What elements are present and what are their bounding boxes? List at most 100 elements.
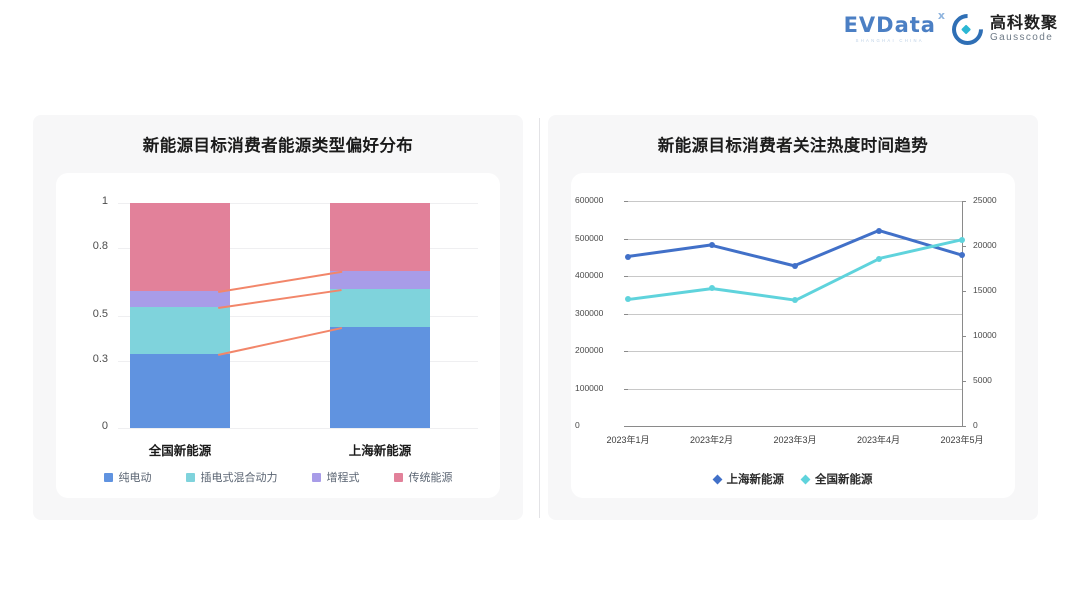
evdata-word-text: EVData	[843, 13, 936, 38]
legend-item[interactable]: 全国新能源	[800, 471, 873, 487]
x-axis-tick-label: 2023年2月	[689, 435, 734, 445]
right-axis-tick-label: 25000	[973, 195, 997, 205]
panel-divider	[539, 118, 540, 518]
data-point-marker[interactable]	[625, 296, 631, 303]
data-point-marker[interactable]	[708, 285, 715, 292]
y-gridline	[628, 388, 962, 390]
bar-chart-legend: 纯电动 插电式混合动力 增程式 传统能源	[56, 469, 500, 485]
data-point-marker[interactable]	[875, 227, 882, 234]
bar-segment[interactable]	[330, 203, 430, 271]
stacked-bar-chart: 0 0.3 0.5 0.8 1 全国新能源 上海新能源	[56, 173, 500, 498]
legend-item[interactable]: 传统能源	[393, 469, 453, 485]
y-gridline	[628, 276, 962, 277]
brand-header: EVData x SHANGHAI CHINA 高科数聚 Gausscode	[843, 7, 1058, 52]
left-axis-tick-label: 100000	[575, 382, 604, 393]
bar-segment[interactable]	[130, 203, 230, 291]
bar-column[interactable]	[330, 203, 430, 428]
page-title-left: 新能源目标消费者能源类型偏好分布	[142, 137, 414, 155]
legend-swatch-icon	[185, 472, 195, 482]
left-axis-tick-label: 300000	[575, 307, 604, 318]
right-axis-line	[962, 201, 963, 426]
legend-item[interactable]: 插电式混合动力	[185, 469, 278, 485]
left-axis-tick-mark	[624, 426, 628, 427]
left-axis-tick-label: 600000	[575, 195, 604, 205]
segment-connector-line	[217, 326, 343, 356]
left-axis-tick-mark	[624, 276, 628, 277]
y-gridline	[628, 313, 962, 315]
x-axis-line	[628, 426, 962, 427]
bar-category-label: 上海新能源	[348, 444, 412, 458]
line-segment	[627, 287, 712, 301]
legend-swatch-icon	[311, 472, 321, 482]
line-segment	[711, 243, 796, 267]
data-point-marker[interactable]	[959, 236, 965, 243]
segment-connector-line	[217, 270, 343, 293]
y-gridline	[118, 360, 478, 362]
chart-card-left: 0 0.3 0.5 0.8 1 全国新能源 上海新能源 纯电动 插电式混合动力 增程式 传统能源	[56, 173, 500, 498]
left-axis-tick-label: 0	[575, 420, 580, 430]
right-axis-tick-label: 0	[973, 420, 978, 430]
x-axis-tick-label: 2023年5月	[940, 435, 984, 445]
bar-segment[interactable]	[330, 270, 430, 289]
data-point-marker[interactable]	[792, 297, 798, 303]
legend-label: 全国新能源	[815, 474, 873, 486]
bar-column[interactable]	[130, 203, 230, 428]
data-point-marker[interactable]	[792, 262, 798, 269]
y-gridline	[118, 203, 478, 204]
line-segment	[794, 257, 880, 302]
x-axis-tick-label: 2023年1月	[606, 435, 650, 445]
legend-item[interactable]: 纯电动	[103, 469, 152, 485]
right-axis-tick-label: 5000	[973, 375, 992, 385]
page-title-right: 新能源目标消费者关注热度时间趋势	[657, 137, 929, 155]
legend-label: 传统能源	[408, 472, 453, 484]
x-axis-tick-label: 2023年4月	[856, 435, 901, 445]
evdata-superscript: x	[937, 9, 946, 23]
legend-item[interactable]: 上海新能源	[712, 471, 784, 487]
line-segment	[711, 287, 796, 302]
chart-card-right: 0 100000 200000 300000 400000 500000 600000 0 50…	[571, 173, 1015, 498]
bar-segment[interactable]	[330, 288, 430, 327]
left-axis-tick-mark	[624, 351, 628, 352]
y-gridline	[628, 238, 962, 240]
line-chart-legend: 上海新能源 全国新能源	[571, 471, 1015, 487]
gauss-g-icon	[945, 7, 990, 52]
left-axis-tick-mark	[624, 313, 628, 315]
right-axis-tick-mark	[962, 426, 966, 427]
right-axis-tick-label: 15000	[973, 285, 997, 295]
bar-segment[interactable]	[130, 290, 230, 307]
gausscode-cn-name: 高科数聚	[989, 14, 1058, 32]
legend-item[interactable]: 增程式	[311, 469, 360, 485]
right-axis-tick-label: 20000	[973, 240, 997, 250]
data-point-marker[interactable]	[875, 255, 882, 262]
line-segment	[627, 243, 712, 258]
bar-segment[interactable]	[130, 353, 230, 428]
right-axis-tick-mark	[962, 246, 966, 247]
data-point-marker[interactable]	[625, 253, 631, 260]
y-axis-tick-label: 1	[101, 195, 108, 207]
y-gridline	[628, 351, 962, 352]
gausscode-logo: 高科数聚 Gausscode	[945, 7, 1058, 52]
legend-label: 纯电动	[118, 472, 152, 484]
data-point-marker[interactable]	[959, 252, 965, 259]
legend-swatch-icon	[393, 472, 403, 482]
right-axis-tick-mark	[962, 201, 966, 202]
dual-axis-line-chart: 0 100000 200000 300000 400000 500000 600000 0 50…	[571, 173, 1015, 498]
x-axis-tick-label: 2023年3月	[773, 435, 817, 445]
y-gridline	[628, 201, 962, 202]
left-axis-tick-label: 200000	[575, 345, 604, 355]
line-segment	[794, 229, 879, 267]
y-axis-tick-label: 0	[101, 420, 108, 432]
left-axis-tick-label: 400000	[575, 270, 604, 280]
right-axis-tick-label: 10000	[973, 330, 997, 340]
bar-segment[interactable]	[130, 306, 230, 354]
left-axis-tick-mark	[624, 238, 628, 240]
bar-segment[interactable]	[330, 326, 430, 428]
legend-diamond-icon	[712, 474, 722, 484]
y-gridline	[118, 428, 478, 429]
left-axis-tick-mark	[624, 388, 628, 390]
panel-energy-preference: 新能源目标消费者能源类型偏好分布 0 0.3 0.5 0.8 1 全国新能源 上海新能源 纯…	[33, 115, 523, 520]
gausscode-text: 高科数聚 Gausscode	[989, 14, 1058, 43]
right-axis-tick-mark	[962, 336, 966, 337]
right-axis-tick-mark	[962, 291, 966, 292]
data-point-marker[interactable]	[708, 241, 715, 248]
